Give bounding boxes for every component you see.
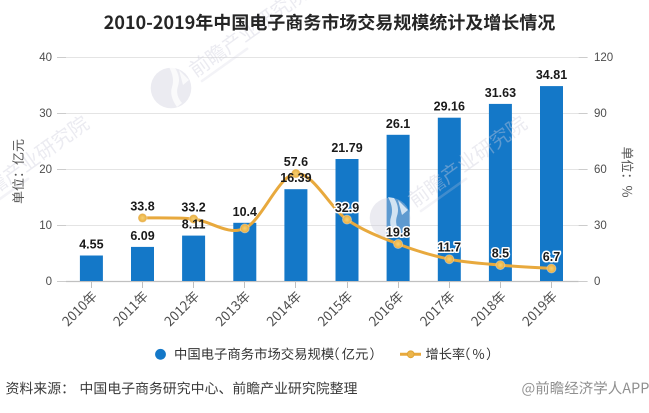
svg-text:57.6: 57.6 (284, 155, 308, 169)
svg-text:0: 0 (594, 276, 600, 288)
svg-text:4.55: 4.55 (79, 238, 103, 252)
svg-text:10.4: 10.4 (233, 205, 257, 219)
svg-text:60: 60 (594, 164, 607, 176)
svg-text:40: 40 (39, 52, 52, 64)
svg-text:33.8: 33.8 (130, 199, 154, 213)
svg-text:31.63: 31.63 (485, 86, 516, 100)
svg-text:8.11: 8.11 (182, 218, 206, 232)
svg-text:90: 90 (594, 108, 607, 120)
svg-text:32.9: 32.9 (335, 201, 359, 215)
svg-text:8.5: 8.5 (492, 247, 509, 261)
svg-text:33.2: 33.2 (181, 201, 205, 215)
svg-text:34.81: 34.81 (536, 68, 567, 82)
svg-text:20: 20 (39, 164, 52, 176)
svg-text:6.7: 6.7 (543, 250, 560, 264)
svg-text:11.7: 11.7 (437, 241, 461, 255)
svg-text:19.8: 19.8 (386, 226, 410, 240)
svg-text:30: 30 (39, 108, 52, 120)
svg-text:30: 30 (594, 220, 607, 232)
svg-text:16.39: 16.39 (280, 171, 311, 185)
svg-text:120: 120 (594, 52, 613, 64)
svg-text:21.79: 21.79 (331, 141, 362, 155)
svg-text:6.09: 6.09 (130, 229, 154, 243)
svg-text:26.1: 26.1 (386, 117, 410, 131)
svg-text:10: 10 (39, 220, 52, 232)
svg-text:29.16: 29.16 (434, 100, 465, 114)
svg-text:0: 0 (46, 276, 52, 288)
